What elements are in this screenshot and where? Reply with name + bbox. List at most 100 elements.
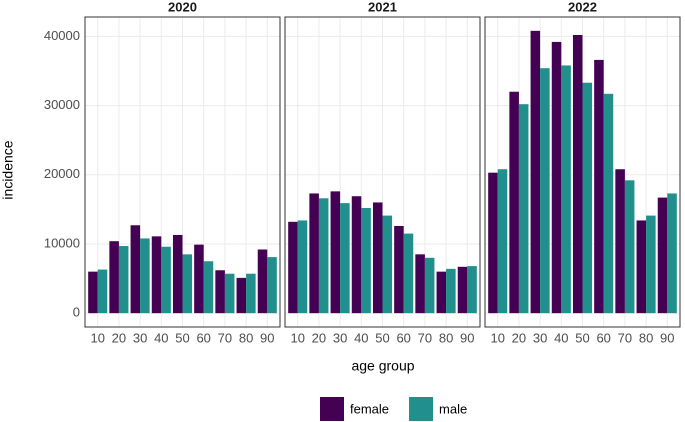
x-tick-label: 30 <box>333 330 347 345</box>
x-tick-label: 10 <box>90 330 104 345</box>
x-tick-label: 50 <box>575 330 589 345</box>
bar <box>140 238 150 314</box>
bar <box>288 221 298 314</box>
strip <box>485 0 680 17</box>
bar <box>624 180 635 314</box>
x-tick-label: 20 <box>512 330 526 345</box>
bar <box>615 169 625 314</box>
bar <box>424 257 435 314</box>
bar <box>309 193 319 314</box>
bar <box>636 220 647 314</box>
bar <box>467 266 477 314</box>
legend-swatch <box>409 397 434 421</box>
y-tick-label: 0 <box>73 305 80 320</box>
x-tick-label: 40 <box>554 330 568 345</box>
bar <box>415 254 425 314</box>
x-tick-label: 30 <box>533 330 547 345</box>
panel-border <box>84 16 281 328</box>
x-tick-label: 80 <box>239 330 253 345</box>
bar <box>509 91 519 314</box>
bar <box>351 196 362 314</box>
bar <box>603 93 614 314</box>
bar <box>551 41 562 314</box>
bar <box>361 207 371 314</box>
x-tick-label: 50 <box>175 330 189 345</box>
bar <box>497 169 508 314</box>
x-tick-label: 30 <box>133 330 147 345</box>
bar <box>436 271 447 314</box>
x-tick-label: 90 <box>260 330 274 345</box>
bar <box>330 191 341 314</box>
legend-swatch <box>320 397 344 421</box>
y-tick-label: 40000 <box>44 28 80 43</box>
bar <box>109 241 119 314</box>
bar <box>246 273 256 314</box>
x-tick-label: 60 <box>596 330 610 345</box>
x-tick-label: 70 <box>618 330 632 345</box>
legend-label: female <box>350 401 389 416</box>
legend-label: male <box>439 401 467 416</box>
facet-title: 2022 <box>568 0 597 14</box>
y-tick-label: 10000 <box>44 235 80 250</box>
bar <box>488 172 498 314</box>
panel-border <box>284 16 481 328</box>
x-tick-label: 40 <box>354 330 368 345</box>
bar <box>297 220 308 314</box>
bar <box>97 269 108 314</box>
facet-title: 2021 <box>368 0 397 14</box>
bar <box>267 257 277 314</box>
bar <box>372 202 383 314</box>
strip <box>285 0 480 17</box>
bar <box>446 268 456 314</box>
x-tick-label: 70 <box>418 330 432 345</box>
bar <box>172 234 183 314</box>
y-tick-label: 30000 <box>44 97 80 112</box>
bar <box>518 104 529 314</box>
bar <box>257 249 268 314</box>
bar <box>561 65 571 314</box>
x-tick-label: 10 <box>490 330 504 345</box>
x-tick-label: 50 <box>375 330 389 345</box>
bar <box>215 270 225 314</box>
bar <box>530 30 541 314</box>
x-tick-label: 40 <box>154 330 168 345</box>
bar <box>194 244 204 314</box>
x-tick-label: 60 <box>396 330 410 345</box>
bar <box>318 198 329 314</box>
x-tick-label: 90 <box>660 330 674 345</box>
strip <box>85 0 280 17</box>
bar <box>667 193 677 314</box>
bar <box>88 271 98 314</box>
x-tick-label: 60 <box>196 330 210 345</box>
bar <box>161 246 171 314</box>
x-tick-label: 80 <box>639 330 653 345</box>
bar <box>130 225 141 314</box>
bar <box>572 34 583 314</box>
x-tick-label: 80 <box>439 330 453 345</box>
y-tick-label: 20000 <box>44 166 80 181</box>
bar <box>540 68 550 314</box>
x-tick-label: 90 <box>460 330 474 345</box>
bar <box>582 82 593 314</box>
bar <box>646 215 656 314</box>
panel-border <box>484 16 681 328</box>
x-tick-label: 10 <box>290 330 304 345</box>
bar <box>403 233 414 314</box>
x-tick-label: 20 <box>112 330 126 345</box>
bar <box>236 277 247 314</box>
bar <box>594 59 604 314</box>
bar <box>224 273 235 314</box>
y-axis-title: incidence <box>0 140 16 199</box>
bar <box>182 254 193 314</box>
bar <box>382 215 393 314</box>
x-tick-label: 70 <box>218 330 232 345</box>
facet-title: 2020 <box>168 0 197 14</box>
bar <box>118 246 129 314</box>
x-tick-label: 20 <box>312 330 326 345</box>
bar <box>203 261 214 314</box>
bar <box>394 225 404 314</box>
bar <box>151 236 162 314</box>
bar <box>657 197 668 314</box>
bar <box>457 266 468 314</box>
